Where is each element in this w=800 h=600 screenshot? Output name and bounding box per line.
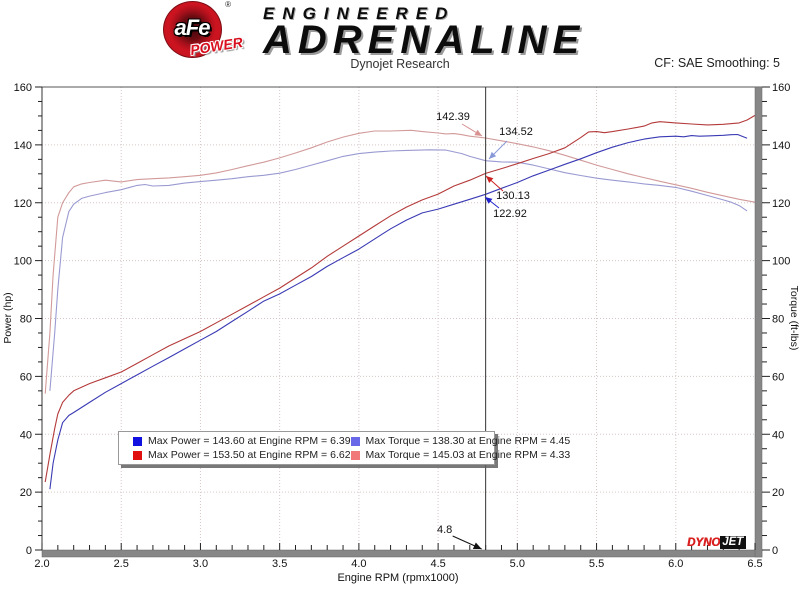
brand-line-engineered: ENGINEERED <box>263 4 456 23</box>
annotation-arrowhead-icon <box>486 176 494 183</box>
cursor-value-3: 122.92 <box>493 208 527 220</box>
curve-power-run1 <box>49 133 748 490</box>
x-tick-label: 5.0 <box>510 558 525 570</box>
y-tick-label-right: 140 <box>772 140 790 152</box>
x-tick-label: 5.5 <box>589 558 604 570</box>
annotation-arrowhead-icon <box>472 542 482 550</box>
y-tick-label-right: 80 <box>772 314 784 326</box>
axis-tick-labels: 2.0 2.5 3.0 3.5 4.0 4.5 5.0 5.5 6.0 6.5 0 0 20 20 40 40… <box>14 82 791 570</box>
left-axis-title: Power (hp) <box>2 292 14 343</box>
y-tick-label-right: 60 <box>772 371 784 383</box>
y-tick-label-right: 20 <box>772 487 784 499</box>
y-tick-label-left: 120 <box>14 198 32 210</box>
x-tick-label: 6.0 <box>668 558 683 570</box>
y-tick-label-left: 80 <box>20 314 32 326</box>
y-tick-label-left: 100 <box>14 256 32 268</box>
axis-ticks <box>35 86 770 551</box>
y-tick-label-right: 160 <box>772 82 790 94</box>
y-tick-label-left: 140 <box>14 140 32 152</box>
y-tick-label-left: 20 <box>20 487 32 499</box>
right-axis-bar <box>754 86 763 558</box>
y-tick-label-right: 100 <box>772 256 790 268</box>
annotation-arrowhead-icon <box>489 151 497 159</box>
plot-gridlines <box>42 87 755 550</box>
annotation-arrowhead-icon <box>474 129 482 136</box>
registered-mark: ® <box>225 0 231 9</box>
x-tick-label: 6.5 <box>747 558 762 570</box>
curve-power-run2 <box>44 114 756 483</box>
x-axis-bar <box>41 549 763 558</box>
afe-logo-text: aFe <box>174 15 211 40</box>
legend-label: Max Power = 153.50 at Engine RPM = 6.62 <box>148 449 351 461</box>
curve-torque-run1 <box>49 149 748 391</box>
legend-swatch-lightred-icon <box>350 450 360 460</box>
brand-line-adrenaline: ADRENALINE <box>263 18 586 62</box>
legend-swatch-blue-icon <box>133 436 142 446</box>
y-tick-label-right: 40 <box>772 429 784 441</box>
dyno-curves <box>44 114 756 490</box>
y-tick-label-left: 40 <box>20 429 32 441</box>
legend-swatch-red-icon <box>133 450 142 460</box>
x-tick-label: 2.5 <box>114 558 129 570</box>
right-axis-title: Torque (ft-lbs) <box>788 286 800 351</box>
legend-item-max-power-run1: Max Power = 143.60 at Engine RPM = 6.39 <box>133 435 351 447</box>
x-axis-title: Engine RPM (rpmx1000) <box>337 572 458 584</box>
dynojet-logo-jet: JET <box>720 536 747 549</box>
x-tick-label: 3.5 <box>272 558 287 570</box>
y-tick-label-left: 0 <box>26 545 32 557</box>
x-tick-label: 4.0 <box>351 558 366 570</box>
cursor-group[interactable]: 4.8 <box>437 87 487 550</box>
legend-item-max-torque-run1: Max Torque = 138.30 at Engine RPM = 4.45 <box>350 435 571 447</box>
legend-item-max-power-run2: Max Power = 153.50 at Engine RPM = 6.62 <box>133 449 351 461</box>
x-tick-label: 3.0 <box>193 558 208 570</box>
x-tick-label: 2.0 <box>34 558 49 570</box>
y-tick-label-right: 0 <box>772 545 778 557</box>
cursor-rpm-label: 4.8 <box>437 524 452 536</box>
curve-torque-run2 <box>44 129 756 394</box>
legend-swatch-lightblue-icon <box>350 436 360 446</box>
dynojet-logo: DYNO JET <box>687 536 747 549</box>
cursor-value-0: 142.39 <box>436 111 470 123</box>
brand-tagline: ENGINEERED ADRENALINE <box>263 5 585 60</box>
chart-subtitle: Dynojet Research <box>350 57 450 71</box>
cursor-value-2: 130.13 <box>496 190 530 202</box>
y-tick-label-right: 120 <box>772 198 790 210</box>
legend-label: Max Torque = 145.03 at Engine RPM = 4.33 <box>365 449 571 461</box>
afe-power-logo: aFe ® POWER <box>163 0 244 59</box>
x-tick-label: 4.5 <box>430 558 445 570</box>
legend-box: Max Power = 143.60 at Engine RPM = 6.39 … <box>118 431 570 465</box>
y-tick-label-left: 60 <box>20 371 32 383</box>
legend-label: Max Power = 143.60 at Engine RPM = 6.39 <box>148 435 351 447</box>
legend-label: Max Torque = 138.30 at Engine RPM = 4.45 <box>365 435 571 447</box>
cursor-value-1: 134.52 <box>499 126 533 138</box>
annotation-arrowhead-icon <box>485 197 493 204</box>
correction-factor-label: CF: SAE Smoothing: 5 <box>654 56 780 70</box>
afe-logo-circle-icon <box>163 1 222 58</box>
cursor-value-annotations: 142.39 134.52 130.13 122.92 <box>436 111 533 220</box>
y-tick-label-left: 160 <box>14 82 32 94</box>
dynojet-logo-dyno: DYNO <box>687 536 721 549</box>
legend-item-max-torque-run2: Max Torque = 145.03 at Engine RPM = 4.33 <box>350 449 571 461</box>
